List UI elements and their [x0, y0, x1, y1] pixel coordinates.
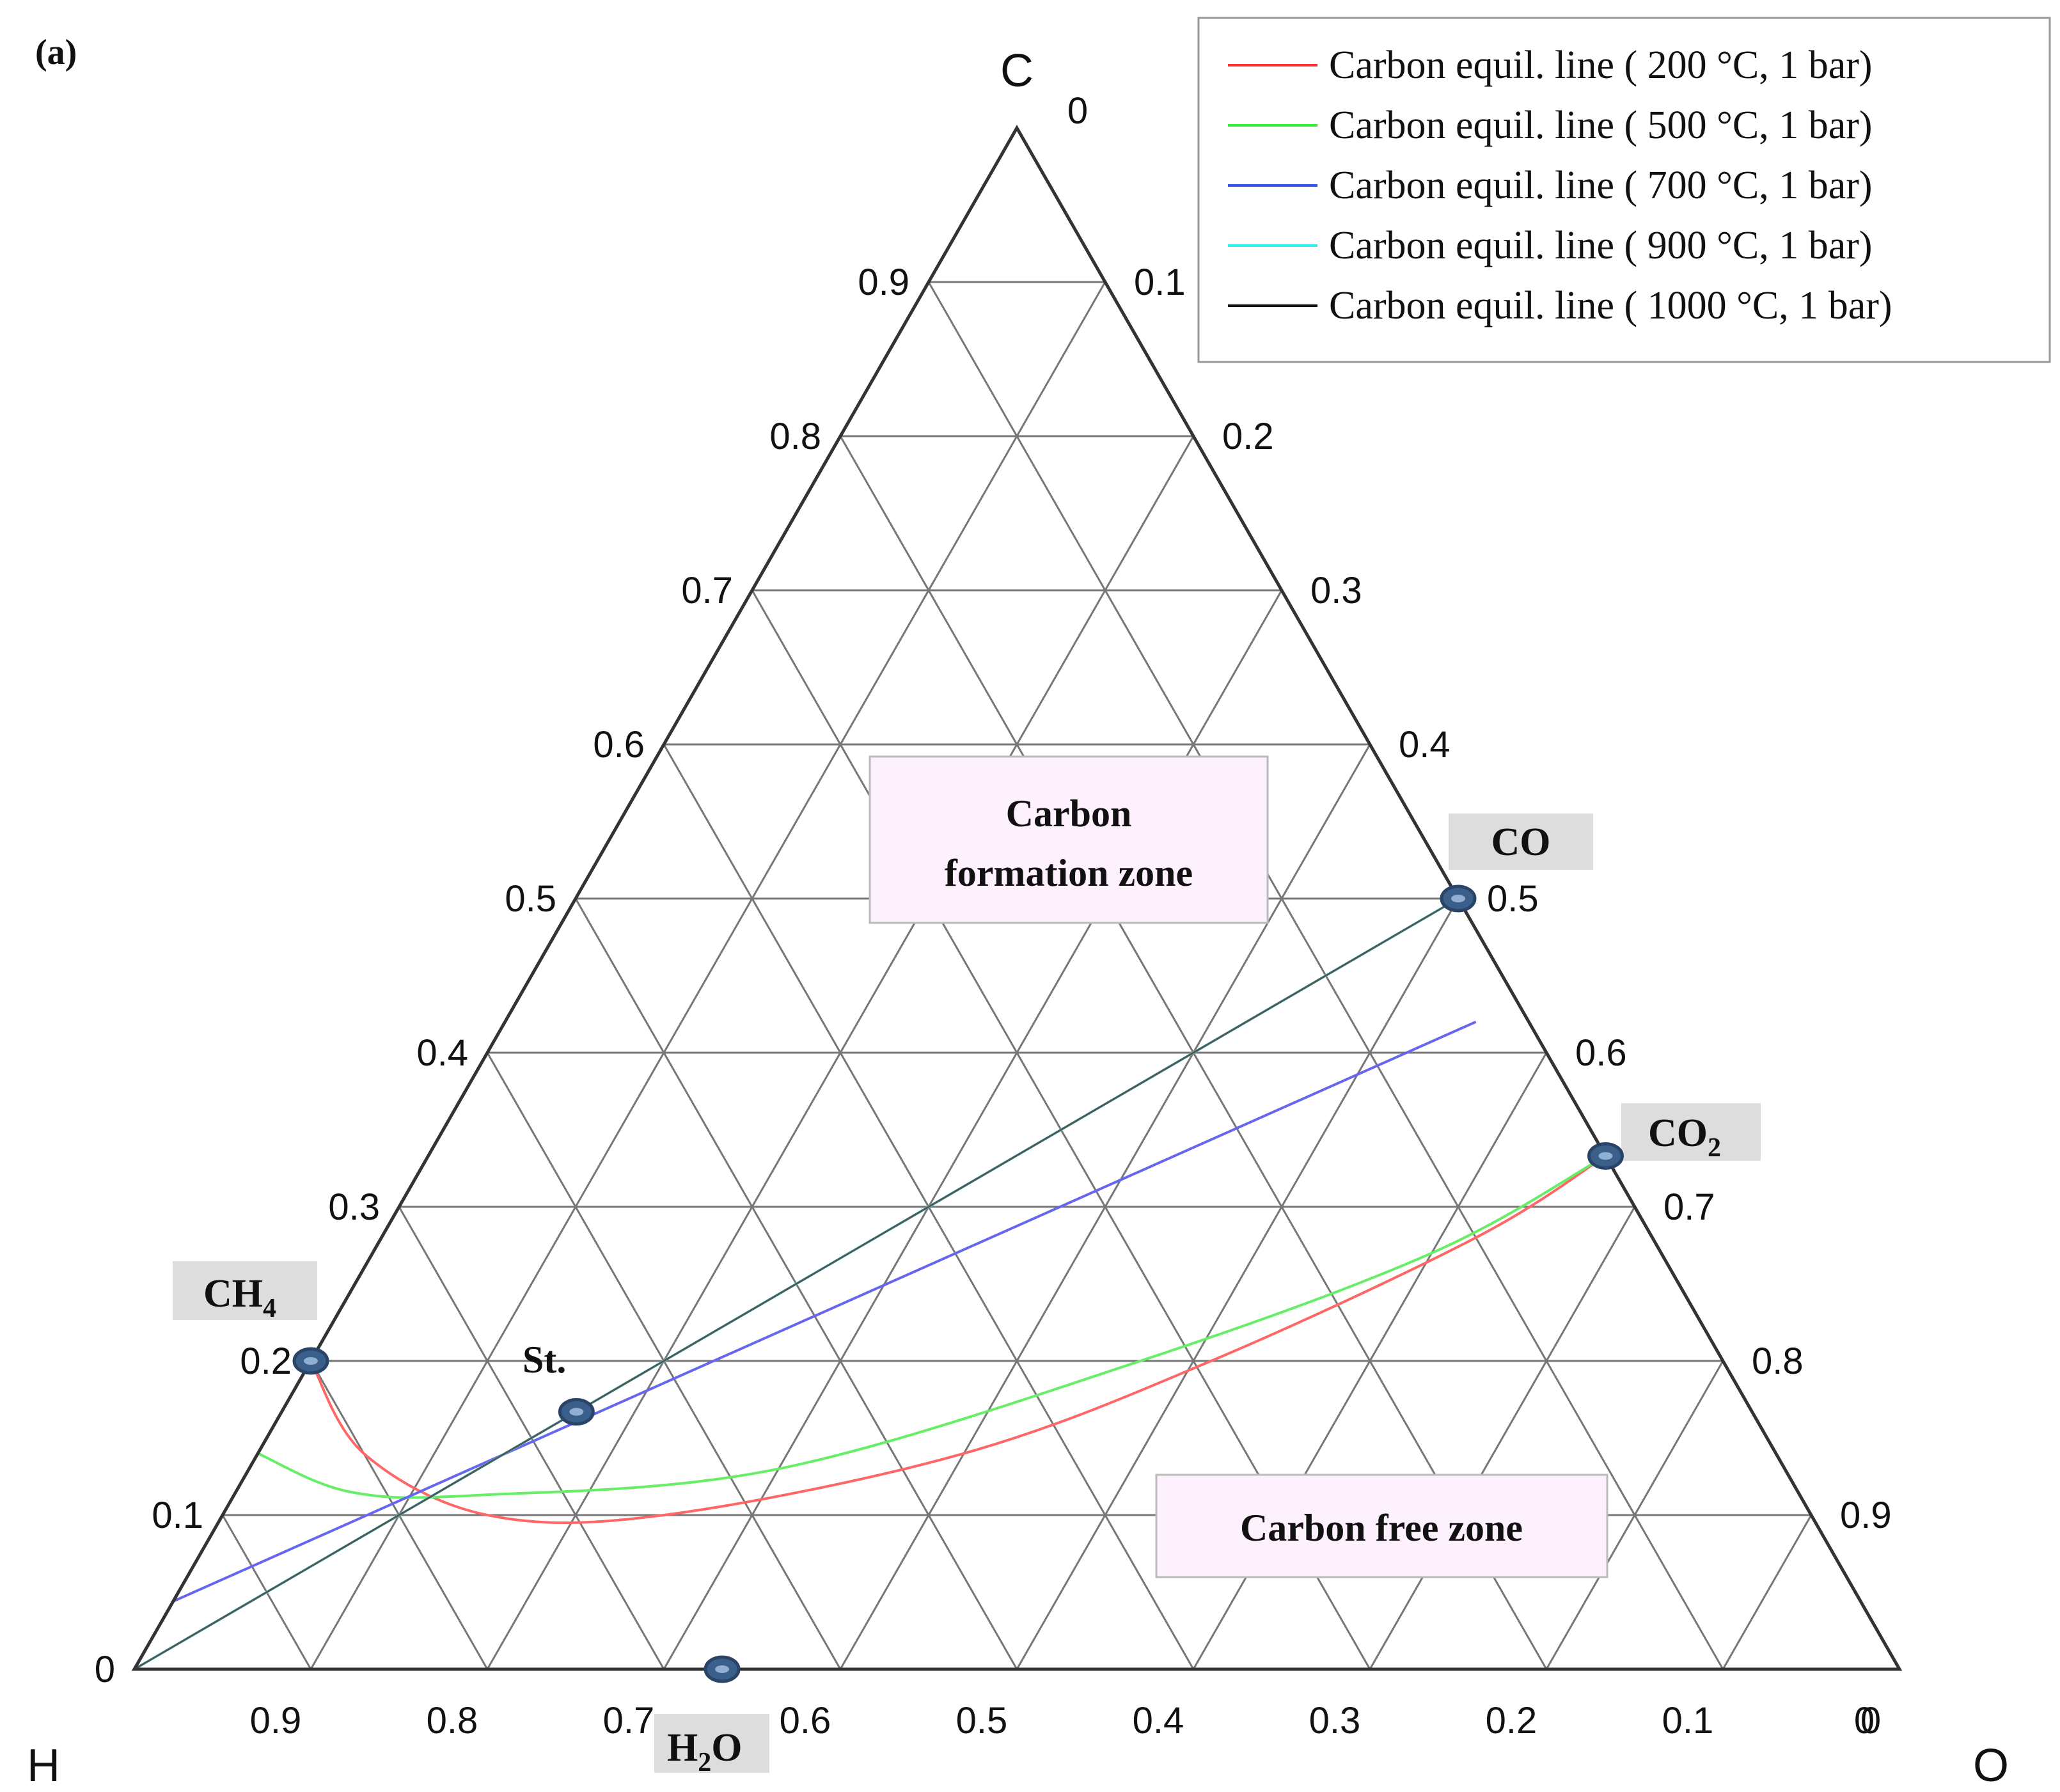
series-line-1000c: [134, 897, 1459, 1670]
tick-right-2: 0.2: [1222, 416, 1274, 457]
marker-highlight-co: [1451, 895, 1465, 902]
tick-right-8: 0.8: [1752, 1340, 1804, 1382]
grid-lines: [221, 281, 1812, 1670]
tick-left-4: 0.4: [416, 1032, 468, 1074]
tick-right-9: 0.9: [1840, 1495, 1892, 1536]
tick-labels: 0 0.1 0.2 0.3 0.4 0.5 0.6 0.7 0.8 0.9 0.1 0.2 0.3 0.4…: [95, 90, 1892, 1741]
label-ch4: CH4: [203, 1272, 276, 1323]
tick-bottom-9: 0: [1854, 1700, 1875, 1741]
tick-right-zero: 0: [1860, 1700, 1881, 1741]
legend-label-2: Carbon equil. line ( 700 °C, 1 bar): [1329, 164, 1873, 207]
tick-bottom-1: 0.8: [427, 1700, 478, 1741]
legend-label-0: Carbon equil. line ( 200 °C, 1 bar): [1329, 43, 1873, 87]
equilibrium-lines: [133, 897, 1607, 1670]
grid-line-o-5: [1016, 898, 1459, 1670]
label-co2: CO2: [1648, 1112, 1721, 1163]
grid-line-o-8: [1545, 1360, 1724, 1670]
tick-right-4: 0.4: [1399, 724, 1451, 766]
tick-left-9: 0.9: [858, 262, 909, 303]
legend: Carbon equil. line ( 200 °C, 1 bar) Carbo…: [1197, 17, 2051, 363]
free-zone-label: Carbon free zone: [1240, 1507, 1523, 1549]
formation-zone-line1: Carbon: [1006, 792, 1132, 835]
species-labels: CH4 St. CO CO2 H2O: [173, 813, 1761, 1777]
grid-line-o-1: [310, 281, 1106, 1670]
tick-right-3: 0.3: [1310, 570, 1362, 611]
vertex-c-label: C: [1000, 45, 1034, 97]
tick-bottom-7: 0.2: [1486, 1700, 1537, 1741]
tick-left-1: 0.1: [152, 1495, 203, 1536]
tick-right-1: 0.1: [1134, 262, 1186, 303]
tick-left-5: 0.5: [505, 878, 556, 920]
carbon-formation-zone-box: Carbon formation zone: [869, 755, 1269, 924]
tick-bottom-0: 0.9: [250, 1700, 302, 1741]
tick-right-5: 0.5: [1487, 878, 1539, 920]
label-h2o: H2O: [667, 1726, 742, 1777]
tick-left-0: 0: [95, 1649, 115, 1690]
tick-left-6: 0.6: [593, 724, 645, 766]
legend-label-4: Carbon equil. line ( 1000 °C, 1 bar): [1329, 284, 1892, 327]
tick-bottom-2: 0.7: [603, 1700, 655, 1741]
series-line-200c: [310, 1154, 1607, 1525]
marker-highlight-h2o: [715, 1665, 730, 1673]
tick-bottom-3: 0.6: [780, 1700, 831, 1741]
carbon-free-zone-box: Carbon free zone: [1155, 1474, 1608, 1578]
vertex-o-label: O: [1973, 1740, 2009, 1791]
grid-line-o-7: [1369, 1206, 1636, 1670]
legend-label-1: Carbon equil. line ( 500 °C, 1 bar): [1329, 104, 1873, 147]
marker-highlight-ch4: [304, 1357, 318, 1365]
label-co: CO: [1491, 821, 1551, 864]
series-line-700c: [172, 1020, 1477, 1603]
tick-left-7: 0.7: [681, 570, 733, 611]
grid-line-o-9: [1722, 1514, 1812, 1670]
legend-box: [1197, 17, 2051, 363]
series-line-500c: [257, 1154, 1607, 1499]
tick-left-8: 0.8: [769, 416, 821, 457]
marker-highlight-co2: [1598, 1152, 1613, 1160]
marker-highlight-st: [569, 1408, 584, 1416]
tick-right-6: 0.6: [1575, 1032, 1627, 1074]
vertex-h-label: H: [27, 1740, 60, 1791]
tick-right-7: 0.7: [1663, 1186, 1715, 1228]
tick-left-3: 0.3: [328, 1186, 380, 1228]
tick-bottom-8: 0.1: [1662, 1700, 1714, 1741]
tick-left-2: 0.2: [240, 1340, 292, 1382]
species-markers: [292, 884, 1624, 1683]
label-st: St.: [523, 1339, 566, 1381]
tick-bottom-4: 0.5: [956, 1700, 1008, 1741]
tick-bottom-6: 0.3: [1309, 1700, 1361, 1741]
legend-label-3: Carbon equil. line ( 900 °C, 1 bar): [1329, 224, 1873, 267]
tick-top-zero: 0: [1067, 90, 1088, 132]
formation-zone-line2: formation zone: [945, 852, 1193, 894]
tick-bottom-5: 0.4: [1133, 1700, 1184, 1741]
panel-label: (a): [35, 33, 77, 72]
